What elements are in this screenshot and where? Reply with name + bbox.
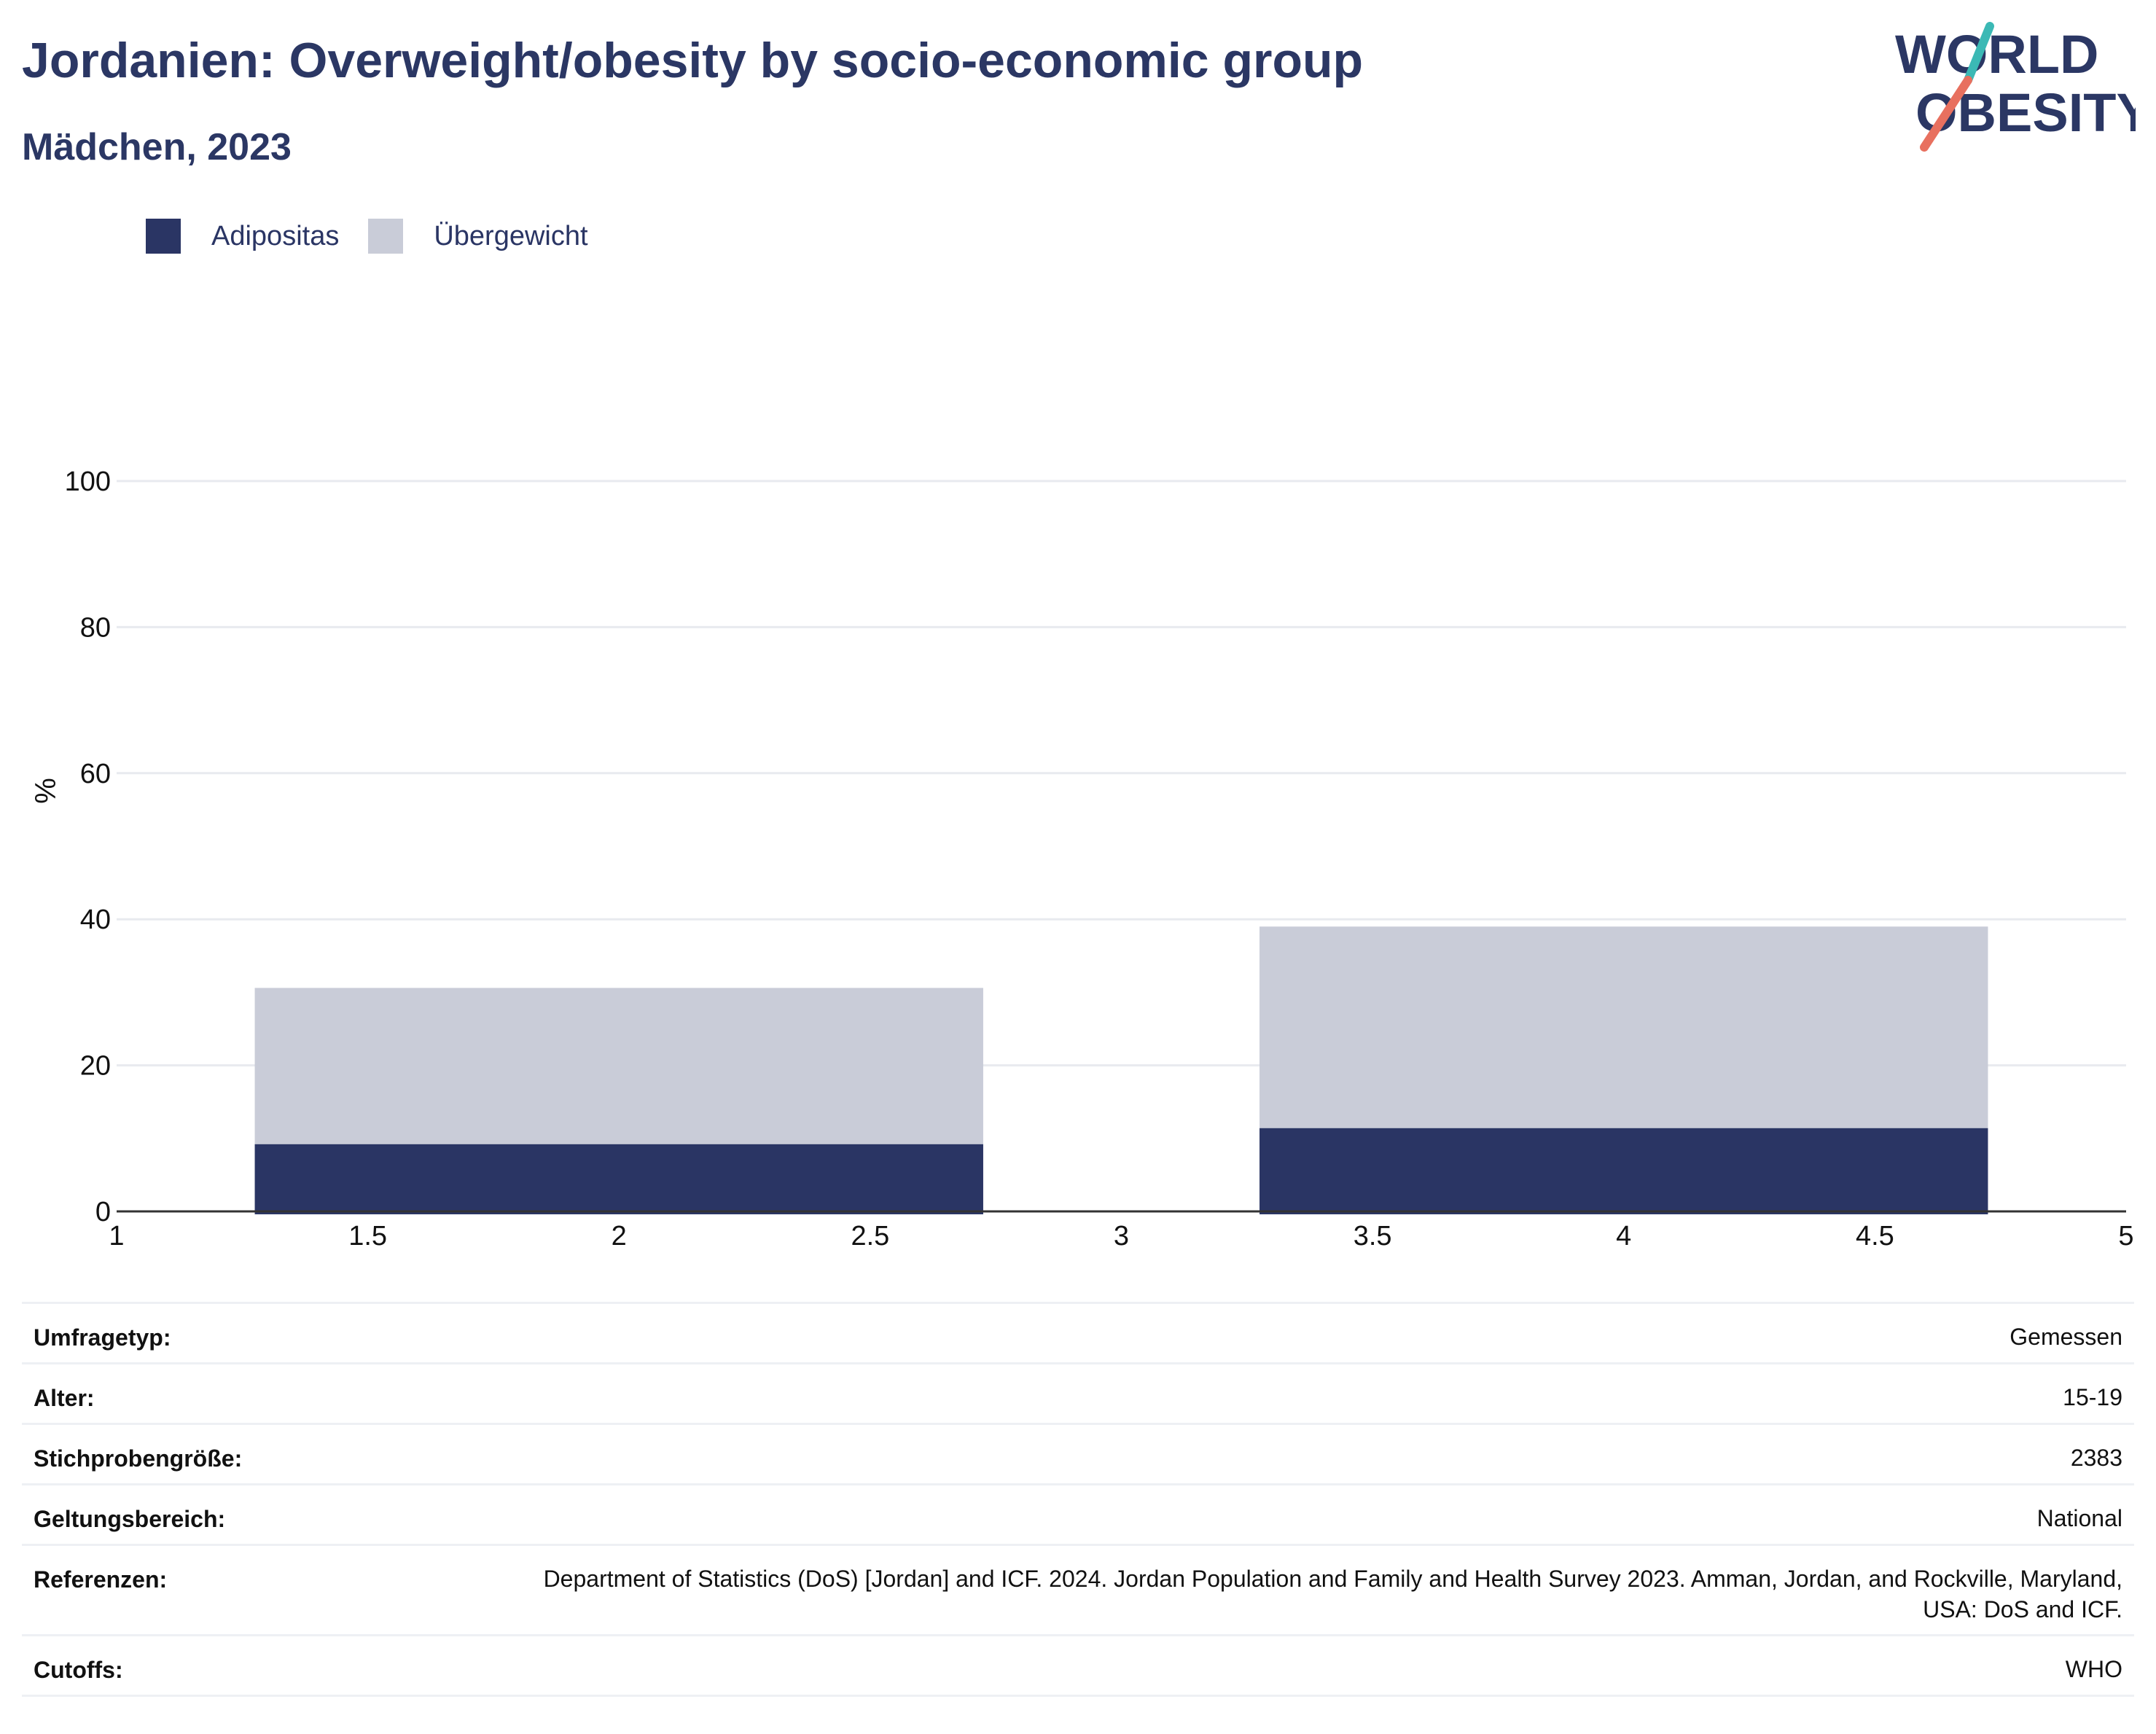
y-tick-label: 60: [80, 759, 111, 789]
info-row-age: Alter: 15-19: [22, 1364, 2134, 1425]
y-tick-label: 20: [80, 1051, 111, 1082]
logo-slash-top: [1964, 22, 1994, 85]
x-tick-label: 3: [1114, 1221, 1129, 1251]
x-tick-label: 4.5: [1856, 1221, 1894, 1251]
legend-item-adipositas[interactable]: Adipositas: [146, 219, 339, 254]
legend-item-uebergewicht[interactable]: Übergewicht: [368, 219, 588, 254]
info-label: Umfragetyp:: [34, 1324, 171, 1351]
chart-title: Jordanien: Overweight/obesity by socio-e…: [22, 33, 1364, 88]
info-value: Gemessen: [2009, 1324, 2122, 1350]
logo-slash-bottom: [1920, 76, 1972, 152]
survey-info-table: Umfragetyp: Gemessen Alter: 15-19 Stichp…: [22, 1302, 2134, 1697]
y-axis-label: %: [30, 778, 62, 804]
bar-adipositas: [254, 1144, 983, 1214]
info-value: 15-19: [2063, 1384, 2122, 1410]
legend-swatch-adipositas: [146, 219, 181, 254]
info-label: Alter:: [34, 1385, 95, 1411]
legend-label-adipositas: Adipositas: [211, 220, 340, 251]
logo-line2: OBESITY: [1915, 82, 2136, 143]
bar-chart: 0 20 40 60 80 100 1 1.5 2 2.5 3 3.5 4 4.5 5%: [30, 466, 2134, 1251]
info-row-references: Referenzen: Department of Statistics (Do…: [22, 1546, 2134, 1636]
info-row-cutoffs: Cutoffs: WHO: [22, 1636, 2134, 1697]
x-tick-label: 1: [109, 1221, 124, 1251]
y-tick-label: 40: [80, 905, 111, 935]
x-tick-label: 5: [2118, 1221, 2133, 1251]
info-label: Geltungsbereich:: [34, 1506, 226, 1532]
info-label: Cutoffs:: [34, 1657, 123, 1683]
chart-subtitle: Mädchen, 2023: [22, 126, 292, 168]
info-row-coverage: Geltungsbereich: National: [22, 1485, 2134, 1546]
x-tick-label: 2: [612, 1221, 627, 1251]
legend-label-uebergewicht: Übergewicht: [434, 220, 588, 251]
info-row-survey-type: Umfragetyp: Gemessen: [22, 1304, 2134, 1364]
info-value: 2383: [2070, 1445, 2122, 1471]
y-tick-label: 80: [80, 612, 111, 643]
y-tick-label: 100: [65, 466, 111, 497]
info-label: Referenzen:: [34, 1566, 168, 1593]
bar-adipositas: [1259, 1128, 1988, 1214]
info-value: Department of Statistics (DoS) [Jordan] …: [543, 1566, 2122, 1622]
logo-line1: WORLD: [1895, 24, 2099, 85]
x-tick-label: 1.5: [348, 1221, 387, 1251]
x-tick-label: 4: [1616, 1221, 1631, 1251]
info-value: WHO: [2065, 1656, 2122, 1682]
chart-legend: Adipositas Übergewicht: [146, 217, 617, 255]
info-label: Stichprobengröße:: [34, 1445, 243, 1472]
x-tick-label: 2.5: [851, 1221, 889, 1251]
bar-uebergewicht: [1259, 926, 1988, 1128]
y-tick-label: 0: [95, 1197, 111, 1227]
info-row-sample-size: Stichprobengröße: 2383: [22, 1425, 2134, 1485]
world-obesity-logo: WORLD OBESITY: [1895, 22, 2136, 152]
bar-uebergewicht: [254, 988, 983, 1144]
info-value: National: [2036, 1505, 2122, 1531]
x-tick-label: 3.5: [1354, 1221, 1392, 1251]
legend-swatch-uebergewicht: [368, 219, 404, 254]
